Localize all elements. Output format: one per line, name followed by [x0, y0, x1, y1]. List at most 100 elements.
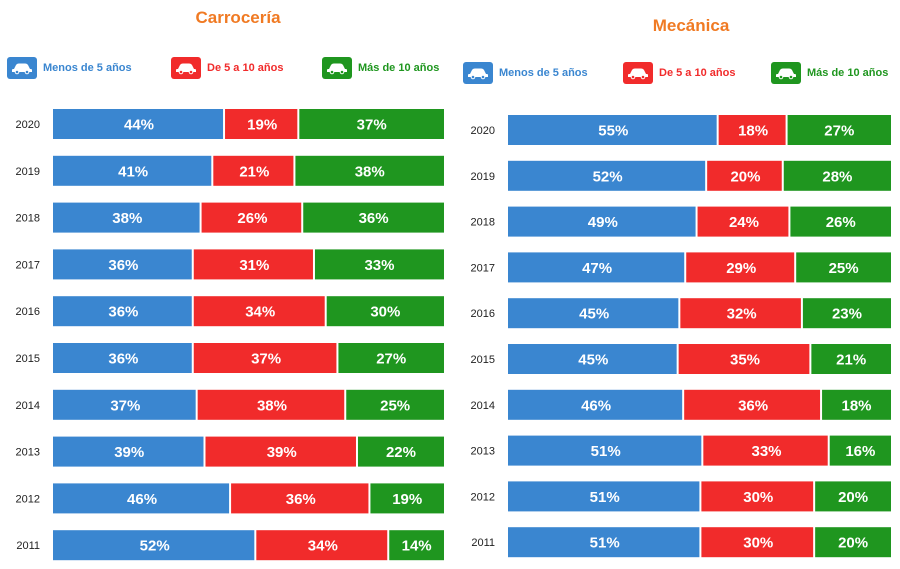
bar-value-label: 52% — [593, 168, 623, 185]
year-label: 2013 — [16, 447, 40, 459]
bar-segment — [303, 202, 444, 233]
bar-segment — [508, 252, 685, 283]
bar-segment — [256, 530, 388, 561]
bar-segment — [299, 109, 444, 139]
bar-value-label: 18% — [738, 123, 768, 140]
bar-value-label: 38% — [355, 163, 385, 180]
year-label: 2015 — [16, 353, 40, 365]
bar-segment — [201, 202, 302, 233]
year-label: 2018 — [471, 217, 495, 229]
bar-segment — [718, 115, 786, 145]
legend-item-5-10: De 5 a 10 años — [623, 62, 735, 84]
year-label: 2020 — [16, 119, 40, 131]
bar-value-label: 36% — [108, 304, 138, 321]
bar-value-label: 55% — [598, 123, 628, 140]
bar-value-label: 41% — [118, 163, 148, 180]
bar-segment — [796, 252, 891, 283]
bar-value-label: 36% — [108, 257, 138, 274]
bar-segment — [53, 530, 255, 561]
bar-segment — [193, 249, 313, 280]
bar-segment — [680, 298, 801, 329]
year-label: 2016 — [471, 308, 495, 320]
bar-segment — [197, 389, 345, 420]
bar-value-label: 14% — [402, 538, 432, 555]
bar-segment — [508, 389, 683, 420]
bar-value-label: 36% — [108, 351, 138, 368]
bar-segment — [703, 435, 828, 466]
bar-segment — [205, 436, 356, 467]
year-label: 2019 — [16, 166, 40, 178]
bar-segment — [53, 249, 192, 280]
bar-segment — [802, 298, 891, 329]
legend-label: Más de 10 años — [358, 62, 440, 74]
legend-label: De 5 a 10 años — [659, 67, 736, 79]
bar-value-label: 51% — [590, 489, 620, 506]
bar-value-label: 38% — [112, 210, 142, 227]
bar-value-label: 51% — [590, 535, 620, 552]
bar-segment — [231, 483, 369, 514]
car-icon — [322, 57, 352, 79]
bar-segment — [53, 155, 212, 186]
bar-value-label: 45% — [578, 352, 608, 369]
bar-value-label: 24% — [729, 214, 759, 231]
bar-segment — [295, 155, 444, 186]
bar-segment — [508, 115, 717, 145]
bar-value-label: 51% — [591, 443, 621, 460]
bar-segment — [508, 206, 696, 237]
bar-value-label: 18% — [842, 397, 872, 414]
bar-segment — [697, 206, 789, 237]
bar-value-label: 33% — [364, 257, 394, 274]
bar-value-label: 46% — [581, 397, 611, 414]
bar-value-label: 39% — [114, 444, 144, 461]
bar-segment — [338, 343, 444, 373]
bar-segment — [53, 109, 224, 139]
bar-value-label: 26% — [826, 214, 856, 231]
bar-segment — [508, 160, 706, 191]
bar-value-label: 28% — [822, 168, 852, 185]
bar-segment — [783, 160, 891, 191]
bar-value-label: 25% — [380, 397, 410, 414]
bar-value-label: 30% — [743, 489, 773, 506]
bar-value-label: 23% — [832, 306, 862, 323]
bar-value-label: 20% — [838, 489, 868, 506]
car-icon — [771, 62, 801, 84]
bar-value-label: 30% — [370, 304, 400, 321]
bar-value-label: 16% — [845, 443, 875, 460]
bar-value-label: 39% — [267, 444, 297, 461]
bar-segment — [225, 109, 298, 139]
bar-segment — [346, 389, 444, 420]
year-label: 2017 — [16, 259, 40, 271]
bar-value-label: 36% — [359, 210, 389, 227]
bar-segment — [508, 481, 700, 512]
bar-value-label: 34% — [308, 538, 338, 555]
bar-value-label: 19% — [247, 117, 277, 134]
year-label: 2011 — [471, 537, 495, 549]
legend-label: Menos de 5 años — [43, 62, 132, 74]
bar-segment — [213, 155, 294, 186]
bar-value-label: 27% — [376, 351, 406, 368]
bar-segment — [193, 343, 337, 373]
bar-value-label: 34% — [245, 304, 275, 321]
bar-segment — [53, 202, 200, 233]
bar-value-label: 46% — [127, 491, 157, 508]
bar-segment — [508, 344, 677, 374]
bar-value-label: 36% — [286, 491, 316, 508]
bar-value-label: 30% — [743, 535, 773, 552]
legend-item-mas-10: Más de 10 años — [771, 62, 888, 84]
bar-value-label: 35% — [730, 352, 760, 369]
legend-item-mas-10: Más de 10 años — [322, 57, 439, 79]
bar-segment — [508, 298, 679, 329]
legend-label: Menos de 5 años — [499, 67, 588, 79]
year-label: 2016 — [16, 306, 40, 318]
bar-value-label: 19% — [392, 491, 422, 508]
bar-value-label: 33% — [752, 443, 782, 460]
bar-value-label: 38% — [257, 397, 287, 414]
bar-segment — [829, 435, 891, 466]
bar-segment — [790, 206, 891, 237]
bar-value-label: 21% — [836, 352, 866, 369]
legend-item-menos-5: Menos de 5 años — [7, 57, 132, 79]
year-label: 2014 — [16, 400, 40, 412]
year-label: 2012 — [471, 491, 495, 503]
bar-segment — [707, 160, 782, 191]
bar-segment — [53, 389, 196, 420]
